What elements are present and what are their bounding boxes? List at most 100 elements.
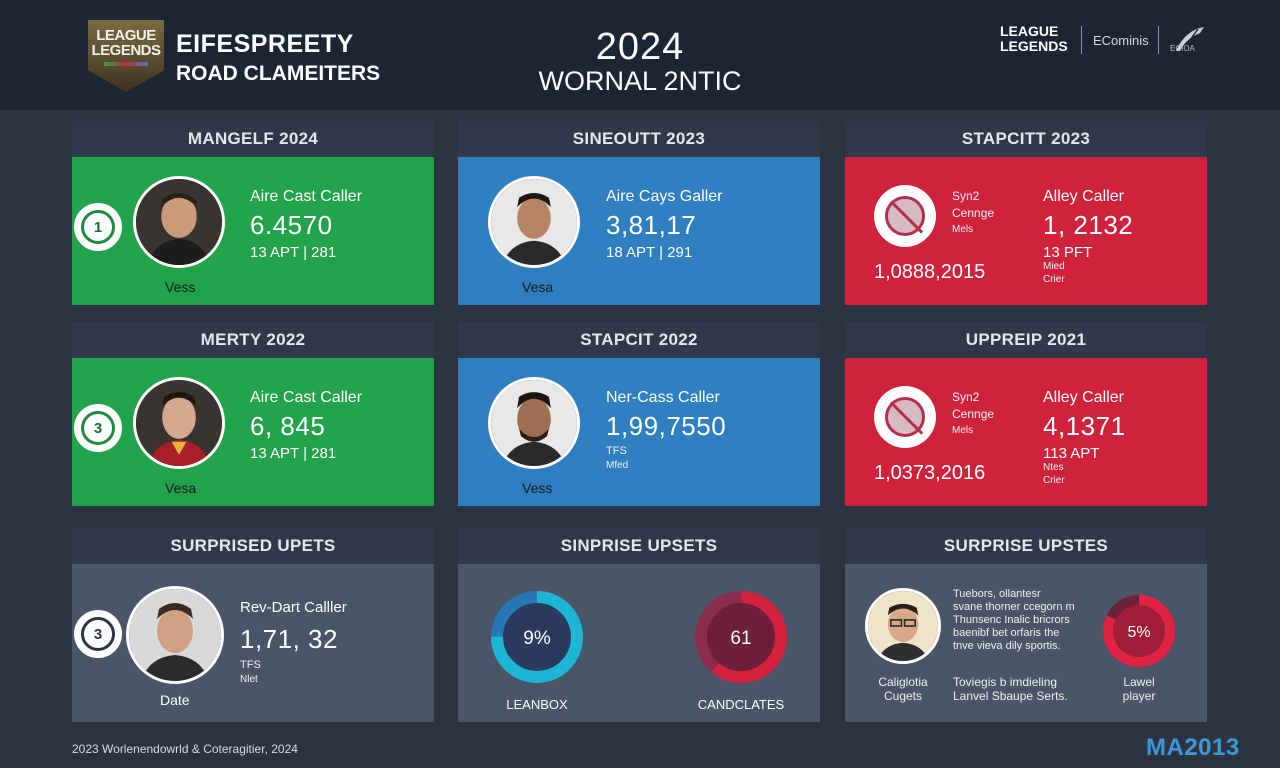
award-panel: SINEOUTT 2023 Vesa Aire Cays Galler 3,81… <box>458 121 820 305</box>
header-divider <box>1081 26 1082 54</box>
player-score: 6, 845 <box>250 411 326 441</box>
panel-body: 3 Vesa Aire Cast Caller 6, 845 13 APT | … <box>72 358 434 506</box>
description-line: tnve vieva dily sportis. <box>953 640 1061 652</box>
upset-panel: SURPRISED UPETS 3 Date Rev-Dart Calller … <box>72 528 434 722</box>
panel-body: 3 Date Rev-Dart Calller 1,71, 32 TFS Nle… <box>72 564 434 722</box>
player-stats: 18 APT | 291 <box>606 244 693 261</box>
logo-text-2: LEGENDS <box>91 42 161 59</box>
donut-label-2: player <box>1122 689 1156 703</box>
panel-title: SURPRISED UPETS <box>72 528 434 564</box>
rank-badge: 1 <box>74 203 122 251</box>
small-label-1: Syn2 <box>952 390 980 404</box>
header-divider <box>1158 26 1159 54</box>
player-stats: 13 PFT <box>1043 244 1093 261</box>
player-role: Alley Caller <box>1043 389 1124 406</box>
rank-number: 1 <box>81 210 115 244</box>
avatar-caption-1: Caliglotia <box>878 675 928 689</box>
avatar-caption: Vesa <box>522 279 554 295</box>
panel-title: UPPREIP 2021 <box>845 322 1207 358</box>
right-mark-label: ECIOA <box>1170 44 1195 53</box>
rank-number: 3 <box>81 411 115 445</box>
donut-label-1: Lawel <box>1123 675 1155 689</box>
right-brand-text: ECominis <box>1093 33 1149 48</box>
header-title: EIFESPREETY <box>176 30 354 58</box>
player-role: Alley Caller <box>1043 188 1124 205</box>
panel-title: STAPCIT 2022 <box>458 322 820 358</box>
player-score: 1,71, 32 <box>240 624 338 654</box>
donut-value: 5% <box>1127 624 1150 641</box>
player-score: 6.4570 <box>250 210 333 240</box>
bottom-line-1: Toviegis b imdieling <box>953 675 1058 689</box>
right-logo-text-2: LEGENDS <box>1000 38 1068 54</box>
small-label-3: Mels <box>952 224 974 235</box>
tiny-label-2: Mfed <box>606 460 629 471</box>
avatar-caption: Date <box>160 692 190 708</box>
panel-title: SINEOUTT 2023 <box>458 121 820 157</box>
ban-icon <box>874 386 936 448</box>
panel-body: 9% LEANBOX 61 CANDCLATES <box>458 564 820 722</box>
header-subtitle: ROAD CLAMEITERS <box>176 62 381 85</box>
panel-body: Caliglotia Cugets Tuebors, ollantesr sva… <box>845 564 1207 722</box>
player-score: 1, 2132 <box>1043 210 1134 240</box>
award-panel: MANGELF 2024 1 Vess Aire Cast Caller 6.4… <box>72 121 434 305</box>
player-role: Aire Cays Galler <box>606 188 723 205</box>
award-panel: MERTY 2022 3 Vesa Aire Cast Caller 6, 84… <box>72 322 434 506</box>
player-avatar <box>133 176 225 268</box>
logo-stripe <box>104 62 148 66</box>
panel-body: Vesa Aire Cays Galler 3,81,17 18 APT | 2… <box>458 157 820 305</box>
description-line: baenibf bet orfaris the <box>953 627 1060 639</box>
player-stats: 113 APT <box>1043 445 1100 462</box>
feather-icon <box>1176 27 1204 51</box>
panel-title: SURPRISE UPSTES <box>845 528 1207 564</box>
tiny-label-2: Nlet <box>240 674 258 685</box>
description-line: Tuebors, ollantesr <box>953 588 1041 600</box>
panel-title: MERTY 2022 <box>72 322 434 358</box>
rank-badge: 3 <box>74 404 122 452</box>
small-label-1: Syn2 <box>952 189 980 203</box>
bottom-line-2: Lanvel Sbaupe Serts. <box>953 689 1068 703</box>
player-score: 4,1371 <box>1043 411 1126 441</box>
year-heading: 2024 <box>595 26 685 68</box>
tiny-label-1: Mied <box>1043 261 1065 272</box>
avatar-caption: Vess <box>165 279 196 295</box>
donut-value: 9% <box>523 628 551 649</box>
header-bar: LEAGUE LEGENDS EIFESPREETY ROAD CLAMEITE… <box>0 0 1280 110</box>
player-avatar <box>865 588 941 664</box>
tiny-label-1: Ntes <box>1043 462 1064 473</box>
small-label-2: Cennge <box>952 407 995 421</box>
logo-text-1: LEAGUE <box>96 27 156 44</box>
donut-label: LEANBOX <box>506 697 568 712</box>
panel-body: 1 Vess Aire Cast Caller 6.4570 13 APT | … <box>72 157 434 305</box>
footer-brand: MA2013 <box>1146 734 1240 761</box>
upset-panel: SINPRISE UPSETS 9% LEANBOX 61 CANDCLATES <box>458 528 820 722</box>
panel-body: Vess Ner-Cass Caller 1,99,7550 TFS Mfed <box>458 358 820 506</box>
player-stats: 13 APT | 281 <box>250 445 337 462</box>
player-avatar <box>126 586 224 684</box>
big-number: 1,0373,2016 <box>874 462 986 484</box>
player-role: Aire Cast Caller <box>250 188 363 205</box>
rank-badge: 3 <box>74 610 122 658</box>
award-panel: STAPCITT 2023 Syn2 Cennge Mels 1,0888,20… <box>845 121 1207 305</box>
player-stats: 13 APT | 281 <box>250 244 337 261</box>
right-league-logo: LEAGUE LEGENDS <box>1000 24 1068 54</box>
donut-chart: 5% <box>1103 595 1175 667</box>
panel-body: Syn2 Cennge Mels 1,0373,2016 Alley Calle… <box>845 358 1207 506</box>
player-score: 3,81,17 <box>606 210 697 240</box>
donut-chart: 9% <box>491 591 583 683</box>
tiny-label-2: Crier <box>1043 475 1065 486</box>
footer-copyright: 2023 Worlenendowrld & Coteragitier, 2024 <box>72 742 298 756</box>
tiny-label-1: TFS <box>606 445 627 457</box>
player-role: Aire Cast Caller <box>250 389 363 406</box>
player-avatar <box>133 377 225 469</box>
avatar-caption-2: Cugets <box>883 689 923 703</box>
ban-icon <box>874 185 936 247</box>
rank-number: 3 <box>81 617 115 651</box>
panel-body: Syn2 Cennge Mels 1,0888,2015 Alley Calle… <box>845 157 1207 305</box>
panel-title: SINPRISE UPSETS <box>458 528 820 564</box>
award-panel: UPPREIP 2021 Syn2 Cennge Mels 1,0373,201… <box>845 322 1207 506</box>
donut-label: CANDCLATES <box>697 697 785 712</box>
player-avatar <box>488 377 580 469</box>
league-logo: LEAGUE LEGENDS <box>88 20 164 92</box>
player-avatar <box>488 176 580 268</box>
tiny-label-1: TFS <box>240 659 261 671</box>
